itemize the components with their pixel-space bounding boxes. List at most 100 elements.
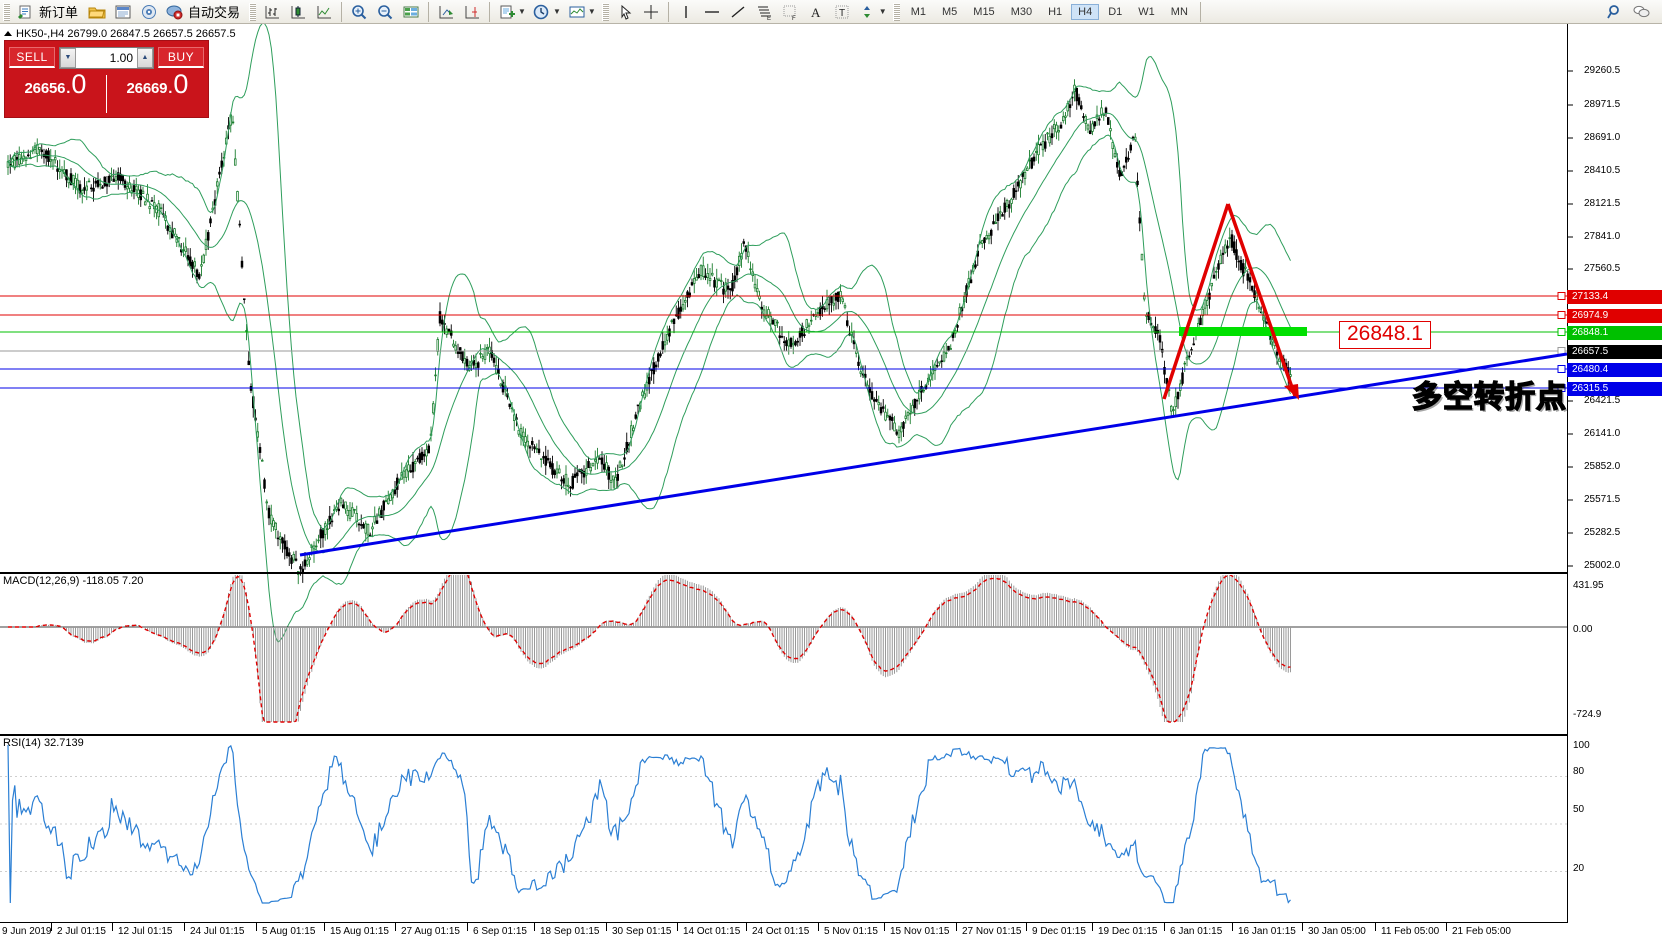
time-axis-divider bbox=[112, 923, 113, 931]
volume-stepper[interactable]: ▼ 1.00 ▲ bbox=[59, 46, 154, 69]
price-tick-label: 26141.0 bbox=[1584, 428, 1621, 439]
price-level-badge[interactable]: 26657.5 bbox=[1567, 345, 1662, 359]
macd-histogram bbox=[36, 575, 1291, 722]
timeframe-d1[interactable]: D1 bbox=[1108, 5, 1123, 18]
line-chart-button[interactable] bbox=[311, 1, 337, 23]
price-level-badge[interactable]: 26974.9 bbox=[1567, 309, 1662, 323]
templates-caret-icon[interactable]: ▼ bbox=[587, 7, 596, 16]
cursor-button[interactable] bbox=[612, 1, 638, 23]
text-button[interactable]: A bbox=[803, 1, 829, 23]
price-tick-label: 27560.5 bbox=[1584, 263, 1621, 274]
search-button[interactable] bbox=[1602, 1, 1628, 23]
vertical-line-button[interactable] bbox=[673, 1, 699, 23]
cursor-icon bbox=[615, 3, 635, 21]
indicators-caret-icon[interactable]: ▼ bbox=[518, 7, 526, 16]
expert-advisor-icon bbox=[165, 3, 185, 21]
price-axis[interactable]: 29260.5 28971.5 28691.0 28410.5 28121.5 27841… bbox=[1567, 24, 1662, 923]
new-order-icon bbox=[16, 3, 36, 21]
buy-price[interactable]: 26669 . 0 bbox=[107, 71, 208, 117]
one-click-trading-panel[interactable]: SELL ▼ 1.00 ▲ BUY 26656 . 0 26669 . bbox=[4, 40, 209, 118]
price-tick-label: 25282.5 bbox=[1584, 527, 1621, 538]
zoom-out-button[interactable] bbox=[372, 1, 398, 23]
zoom-in-button[interactable] bbox=[346, 1, 372, 23]
time-axis-label: 9 Dec 01:15 bbox=[1032, 926, 1086, 937]
horizontal-line-button[interactable] bbox=[699, 1, 725, 23]
price-chart-svg bbox=[0, 24, 1567, 644]
time-axis[interactable]: 9 Jun 2019 2 Jul 01:15 12 Jul 01:15 24 Jul … bbox=[0, 922, 1567, 947]
fibo-fan-button[interactable]: F bbox=[777, 1, 803, 23]
time-axis-label: 11 Feb 05:00 bbox=[1381, 926, 1440, 937]
time-axis-divider bbox=[818, 923, 819, 931]
shapes-caret-icon[interactable]: ▼ bbox=[878, 7, 887, 16]
crosshair-button[interactable] bbox=[638, 1, 664, 23]
zoom-out-icon bbox=[375, 3, 395, 21]
fibonacci-button[interactable]: E bbox=[751, 1, 777, 23]
price-level-badge[interactable]: 26848.1 bbox=[1567, 326, 1662, 340]
rsi-axis-50: 50 bbox=[1573, 804, 1585, 815]
price-level-badge[interactable]: 26480.4 bbox=[1567, 363, 1662, 377]
toolbar-grip-4[interactable] bbox=[892, 2, 900, 21]
buy-price-separator: . bbox=[168, 80, 173, 97]
navigator-button[interactable] bbox=[136, 1, 162, 23]
rsi-plot-area[interactable] bbox=[0, 737, 1567, 923]
autotrade-label: 自动交易 bbox=[188, 5, 241, 20]
volume-decrease-button[interactable]: ▼ bbox=[60, 47, 76, 68]
toolbar-grip-2[interactable] bbox=[249, 2, 257, 21]
period-button[interactable]: ▼ bbox=[529, 1, 564, 23]
sell-price[interactable]: 26656 . 0 bbox=[5, 71, 106, 117]
volume-input[interactable]: 1.00 bbox=[109, 50, 133, 65]
chart-frame[interactable]: HK50-,H4 26799.0 26847.5 26657.5 26657.5… bbox=[0, 24, 1662, 947]
toolbar-grip-3[interactable] bbox=[601, 2, 609, 21]
timeframe-h1[interactable]: H1 bbox=[1048, 5, 1063, 18]
toolbar-grip[interactable] bbox=[3, 2, 10, 21]
timeframe-m5[interactable]: M5 bbox=[942, 5, 958, 18]
sell-button[interactable]: SELL bbox=[9, 47, 55, 68]
expert-advisor-button[interactable]: 自动交易 bbox=[162, 1, 246, 23]
time-axis-label: 21 Feb 05:00 bbox=[1452, 926, 1511, 937]
text-label-button[interactable]: T bbox=[829, 1, 855, 23]
timeframe-h4[interactable]: H4 bbox=[1071, 3, 1100, 20]
volume-increase-button[interactable]: ▲ bbox=[137, 47, 153, 68]
collapse-triangle-icon[interactable] bbox=[4, 31, 12, 36]
timeframe-m15[interactable]: M15 bbox=[973, 5, 995, 18]
trendline-button[interactable] bbox=[725, 1, 751, 23]
toolbar-separator-2 bbox=[428, 1, 430, 22]
period-caret-icon[interactable]: ▼ bbox=[552, 7, 561, 16]
templates-button[interactable]: ▼ bbox=[564, 1, 599, 23]
new-order-button[interactable]: 新订单 bbox=[13, 1, 84, 23]
timeframe-w1[interactable]: W1 bbox=[1138, 5, 1155, 18]
macd-plot-area[interactable] bbox=[0, 575, 1567, 732]
time-axis-label: 6 Sep 01:15 bbox=[473, 926, 527, 937]
chart-shift-button[interactable] bbox=[459, 1, 485, 23]
timeframe-m1[interactable]: M1 bbox=[910, 5, 926, 18]
data-window-button[interactable] bbox=[398, 1, 424, 23]
price-tick-label: 28971.5 bbox=[1584, 99, 1621, 110]
trendline-icon bbox=[728, 3, 748, 21]
bar-chart-button[interactable] bbox=[259, 1, 285, 23]
time-axis-label: 27 Nov 01:15 bbox=[962, 926, 1022, 937]
buy-button[interactable]: BUY bbox=[158, 47, 204, 68]
chat-button[interactable] bbox=[1628, 1, 1654, 23]
candlestick-chart-button[interactable] bbox=[285, 1, 311, 23]
sell-price-decimal: 0 bbox=[71, 69, 87, 99]
timeframe-m30[interactable]: M30 bbox=[1010, 5, 1033, 18]
navigator-icon bbox=[139, 3, 159, 21]
shapes-button[interactable]: ▼ bbox=[855, 1, 890, 23]
chinese-text-annotation[interactable]: 多空转折点 bbox=[1411, 380, 1567, 415]
folder-button[interactable] bbox=[84, 1, 110, 23]
folder-icon bbox=[87, 3, 107, 21]
price-level-badge[interactable]: 26315.5 bbox=[1567, 382, 1662, 396]
svg-text:E: E bbox=[767, 16, 771, 22]
timeframe-mn[interactable]: MN bbox=[1170, 5, 1188, 18]
data-window-icon bbox=[401, 3, 421, 21]
auto-scroll-button[interactable] bbox=[433, 1, 459, 23]
price-level-badge[interactable]: 27133.4 bbox=[1567, 290, 1662, 304]
price-plot-area[interactable] bbox=[0, 24, 1567, 923]
price-axis-ticks bbox=[1568, 70, 1573, 567]
svg-text:A: A bbox=[811, 5, 821, 20]
vertical-line-icon bbox=[676, 3, 696, 21]
price-callout-annotation[interactable]: 26848.1 bbox=[1339, 321, 1431, 350]
indicators-button[interactable]: ▼ bbox=[494, 1, 529, 23]
market-watch-button[interactable] bbox=[110, 1, 136, 23]
horizontal-line-icon bbox=[702, 3, 722, 21]
